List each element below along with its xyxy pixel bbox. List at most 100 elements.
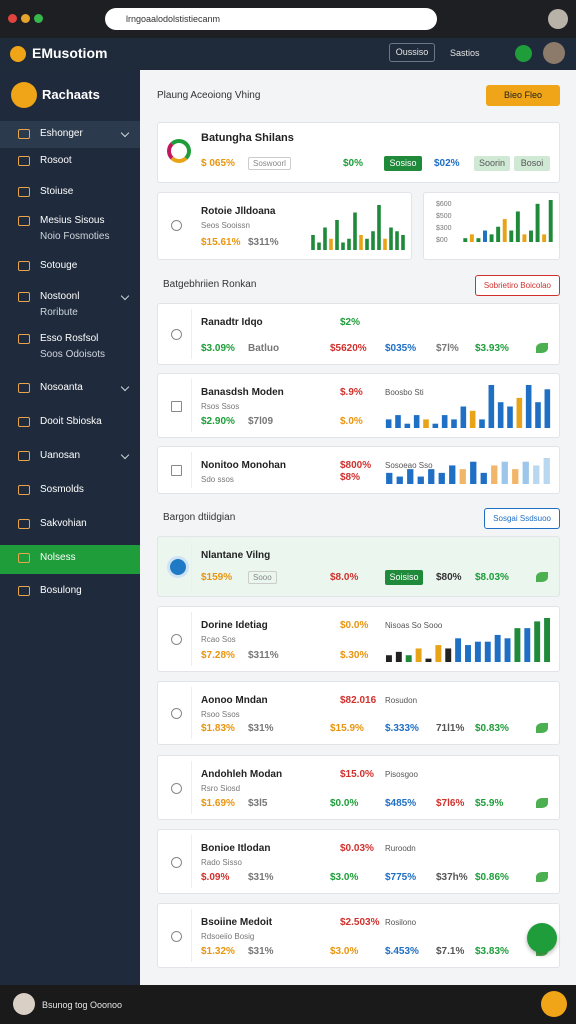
value: $37h% — [436, 872, 468, 883]
value: $3l5 — [248, 798, 268, 809]
nav-item[interactable]: Sosmolds — [40, 484, 84, 495]
bar — [377, 205, 381, 250]
status-button[interactable]: Soisiso — [385, 570, 423, 585]
url-text: lrngoaalodolstistiecanm — [126, 14, 221, 24]
bar — [548, 200, 553, 242]
page-title: Plaung Aceoiong Vhing — [157, 90, 261, 101]
bar — [501, 461, 508, 484]
bar — [474, 641, 481, 662]
bar — [488, 385, 495, 428]
bar — [476, 238, 481, 242]
bar — [385, 655, 392, 662]
value: $0% — [343, 158, 364, 169]
bar — [359, 235, 363, 250]
value: $8% — [340, 472, 361, 483]
active-band — [0, 545, 140, 574]
bar — [515, 211, 520, 242]
bar — [404, 423, 411, 428]
value: Batluo — [248, 343, 280, 354]
bar — [401, 235, 405, 250]
bar — [497, 402, 504, 428]
bar — [365, 238, 369, 250]
bar — [353, 212, 357, 250]
radio[interactable] — [171, 465, 182, 476]
nav-item[interactable]: Sotouge — [40, 260, 78, 271]
nav-icon — [18, 553, 30, 563]
section-action[interactable]: Sosgai Ssdsuoo — [484, 508, 560, 529]
value: $775% — [385, 872, 417, 883]
radio[interactable] — [171, 634, 182, 645]
bar — [502, 219, 507, 242]
nav-item[interactable]: Rosoot — [40, 155, 72, 166]
value: $.30% — [340, 650, 369, 661]
nav-sub: Roribute — [40, 307, 78, 318]
nav-item[interactable]: Dooit Sbioska — [40, 416, 102, 427]
bar — [445, 648, 452, 662]
row-end-icon[interactable] — [536, 723, 548, 733]
radio[interactable] — [171, 329, 182, 340]
value: $7l% — [436, 343, 459, 354]
primary-action[interactable]: Bieo Fleo — [486, 85, 560, 106]
bar — [542, 234, 547, 242]
row-end-icon[interactable] — [536, 343, 548, 353]
nav-sub: Noio Fosmoties — [40, 231, 110, 242]
nav-icon — [18, 417, 30, 427]
nav-item[interactable]: Nosoanta — [40, 382, 83, 393]
card-title: Rotoie Jlldoana — [201, 206, 276, 217]
value: $159% — [201, 572, 233, 583]
row-title: Banasdsh Moden — [201, 387, 284, 398]
nav-item[interactable]: Mesius Sisous — [40, 215, 105, 226]
nav-icon — [18, 216, 30, 226]
value: $3.09% — [201, 343, 235, 354]
divider — [191, 309, 192, 359]
nav-item[interactable]: Nolsess — [40, 552, 76, 563]
bar — [407, 469, 414, 484]
row-note: Rosudon — [385, 696, 418, 705]
bar — [449, 465, 456, 484]
mini-chart — [311, 205, 405, 250]
bar — [428, 469, 435, 484]
header-button[interactable]: Oussiso — [389, 43, 435, 62]
divider — [191, 761, 192, 814]
bar — [512, 469, 519, 484]
bar — [522, 234, 527, 242]
bar — [470, 461, 477, 484]
row-end-icon[interactable] — [536, 872, 548, 882]
footer-action[interactable] — [541, 991, 567, 1017]
nav-item[interactable]: Sakvohian — [40, 518, 87, 529]
bar — [465, 645, 471, 662]
row-end-icon[interactable] — [536, 572, 548, 582]
header-link: Sastios — [450, 48, 480, 58]
status-button[interactable]: Sosiso — [384, 156, 422, 171]
nav-item[interactable]: Nostoonl — [40, 291, 80, 302]
bar — [386, 472, 393, 484]
radio[interactable] — [171, 400, 182, 412]
axis-label: $300 — [436, 225, 452, 232]
axis-label: $500 — [436, 213, 452, 220]
sidebar-title: Rachaats — [42, 87, 100, 102]
url-field[interactable] — [105, 8, 437, 30]
nav-item[interactable]: Eshonger — [40, 128, 83, 139]
radio[interactable] — [171, 708, 182, 719]
nav-item[interactable]: Bosulong — [40, 585, 82, 596]
radio[interactable] — [171, 782, 182, 794]
radio[interactable] — [171, 930, 182, 942]
bar — [311, 235, 315, 250]
status-icon[interactable] — [515, 45, 532, 62]
nav-sub: Soos Odoisots — [40, 349, 106, 360]
section-action[interactable]: Sobrietiro Boicolao — [474, 275, 560, 296]
nav-item[interactable]: Stoiuse — [40, 186, 74, 197]
bar — [459, 469, 466, 484]
radio[interactable] — [171, 856, 182, 868]
floating-button[interactable] — [527, 923, 557, 953]
summary-ring — [167, 139, 191, 163]
row-end-icon[interactable] — [536, 798, 548, 808]
header-avatar[interactable] — [543, 42, 565, 64]
sidebar — [0, 70, 140, 985]
row-note: Ruroodn — [385, 844, 416, 853]
nav-item[interactable]: Uanosan — [40, 450, 81, 461]
profile-avatar[interactable] — [548, 9, 568, 29]
bar — [469, 234, 474, 242]
nav-item[interactable]: Esso Rosfsol — [40, 333, 99, 344]
value: $035% — [385, 343, 417, 354]
